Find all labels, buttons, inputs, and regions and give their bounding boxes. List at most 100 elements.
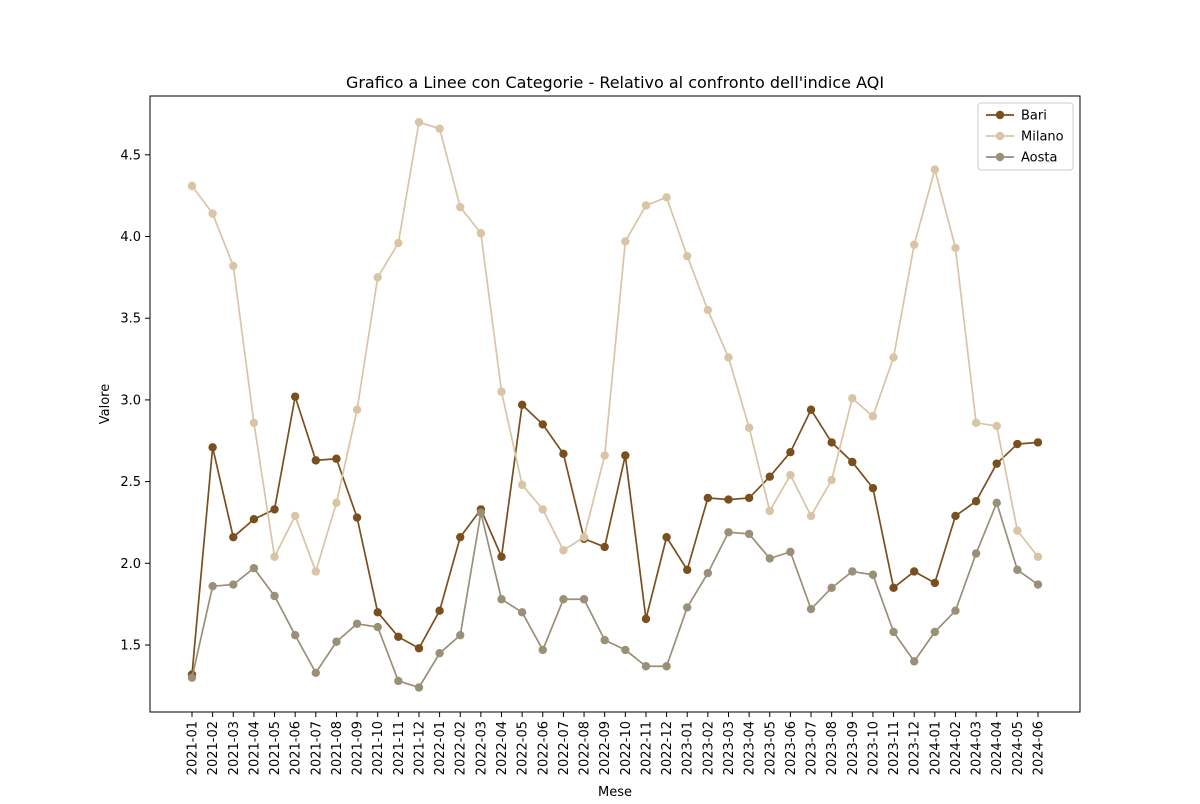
data-point bbox=[208, 443, 217, 452]
data-point bbox=[971, 549, 981, 558]
data-point bbox=[414, 683, 424, 692]
data-point bbox=[786, 448, 795, 457]
x-tick-label: 2024-02 bbox=[949, 721, 964, 775]
data-point bbox=[229, 532, 238, 542]
x-tick-label: 2023-05 bbox=[763, 721, 778, 775]
x-axis-label: Mese bbox=[598, 785, 632, 800]
x-tick-label: 2022-08 bbox=[578, 721, 593, 775]
x-tick-label: 2023-10 bbox=[866, 721, 881, 775]
data-point bbox=[394, 238, 403, 248]
x-tick-label: 2023-06 bbox=[784, 721, 799, 775]
data-point bbox=[352, 405, 362, 414]
data-point bbox=[909, 657, 919, 666]
data-point bbox=[559, 546, 568, 555]
data-point bbox=[476, 508, 486, 517]
data-point bbox=[497, 552, 506, 561]
x-tick-label: 2021-01 bbox=[186, 721, 201, 775]
data-point bbox=[600, 451, 609, 460]
data-point bbox=[909, 240, 919, 249]
y-tick-label: 4.5 bbox=[120, 148, 141, 163]
data-point bbox=[889, 353, 898, 362]
y-tick-label: 4.0 bbox=[120, 230, 141, 245]
data-point bbox=[827, 583, 836, 593]
x-tick-label: 2023-11 bbox=[887, 721, 902, 775]
data-point bbox=[538, 505, 547, 514]
x-tick-label: 2022-02 bbox=[454, 721, 469, 775]
data-point bbox=[992, 459, 1001, 468]
legend-label: Aosta bbox=[1021, 151, 1057, 166]
x-tick-label: 2023-03 bbox=[722, 721, 737, 775]
data-point bbox=[1033, 438, 1043, 447]
data-point bbox=[414, 644, 424, 653]
x-tick-label: 2021-06 bbox=[289, 721, 304, 775]
data-point bbox=[765, 506, 774, 516]
data-point bbox=[435, 124, 444, 133]
data-point bbox=[806, 511, 816, 521]
data-point bbox=[662, 662, 671, 671]
data-point bbox=[1013, 565, 1022, 575]
data-point bbox=[229, 580, 238, 589]
data-point bbox=[559, 595, 568, 604]
data-point bbox=[249, 514, 259, 524]
data-point bbox=[187, 673, 197, 682]
data-point bbox=[992, 498, 1001, 508]
data-point bbox=[249, 418, 259, 427]
data-point bbox=[332, 498, 341, 508]
data-point bbox=[517, 400, 527, 410]
x-tick-label: 2023-02 bbox=[701, 721, 716, 775]
data-point bbox=[848, 394, 857, 403]
data-point bbox=[332, 454, 341, 463]
x-tick-label: 2021-11 bbox=[392, 721, 407, 775]
data-point bbox=[579, 595, 589, 604]
data-point bbox=[600, 542, 609, 552]
x-tick-label: 2022-04 bbox=[495, 721, 510, 775]
x-tick-label: 2024-03 bbox=[970, 721, 985, 775]
x-tick-label: 2022-05 bbox=[516, 721, 531, 775]
x-tick-label: 2023-01 bbox=[681, 721, 696, 775]
data-point bbox=[930, 627, 940, 637]
data-point bbox=[229, 261, 238, 271]
data-point bbox=[909, 567, 919, 576]
x-tick-label: 2021-07 bbox=[309, 721, 324, 775]
data-point bbox=[971, 497, 981, 506]
data-point bbox=[951, 606, 960, 615]
data-point bbox=[662, 532, 671, 542]
data-point bbox=[373, 622, 382, 632]
data-point bbox=[187, 181, 197, 191]
x-tick-label: 2022-07 bbox=[557, 721, 572, 775]
data-point bbox=[992, 421, 1001, 431]
data-point bbox=[270, 552, 279, 561]
legend-marker bbox=[995, 152, 1005, 162]
data-point bbox=[456, 631, 465, 640]
x-tick-label: 2023-07 bbox=[805, 721, 820, 775]
data-point bbox=[559, 449, 568, 459]
data-point bbox=[889, 627, 898, 637]
legend-item: Aosta bbox=[986, 151, 1057, 166]
data-point bbox=[1013, 526, 1022, 535]
data-point bbox=[456, 532, 465, 542]
x-tick-label: 2024-06 bbox=[1032, 721, 1047, 775]
data-point bbox=[290, 392, 300, 401]
data-point bbox=[662, 193, 671, 202]
series-bari bbox=[187, 392, 1043, 679]
data-point bbox=[848, 567, 857, 576]
data-point bbox=[683, 565, 692, 575]
data-point bbox=[641, 614, 651, 624]
x-tick-label: 2021-10 bbox=[371, 721, 386, 775]
data-point bbox=[641, 662, 651, 671]
data-point bbox=[868, 412, 878, 421]
data-point bbox=[827, 438, 836, 447]
data-point bbox=[930, 578, 940, 588]
data-point bbox=[538, 420, 547, 429]
data-point bbox=[744, 493, 754, 503]
data-point bbox=[270, 505, 279, 514]
x-tick-label: 2022-06 bbox=[536, 721, 551, 775]
data-point bbox=[290, 511, 300, 521]
x-tick-label: 2022-12 bbox=[660, 721, 675, 775]
data-point bbox=[352, 619, 362, 628]
data-point bbox=[435, 648, 444, 658]
data-point bbox=[806, 405, 816, 414]
data-point bbox=[352, 513, 362, 522]
